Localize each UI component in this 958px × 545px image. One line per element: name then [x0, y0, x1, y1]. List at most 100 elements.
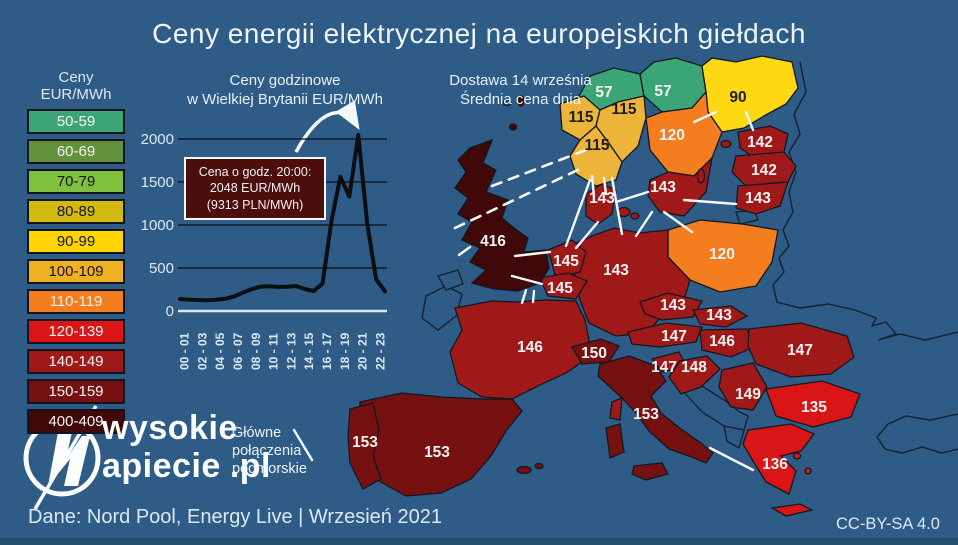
price-labels: 57 57 90 115 115 115 120 143 143 142 142 143 120 143 1… — [352, 83, 827, 473]
price-label-belgia: 145 — [547, 280, 573, 297]
zone-austria — [627, 322, 703, 348]
zone-estonia-wyspy — [720, 139, 732, 149]
legend-range-60-69: 60-69 — [27, 139, 125, 164]
legend-range-90-99: 90-99 — [27, 229, 125, 254]
price-label-niemcy: 143 — [603, 262, 629, 279]
callout-line1: Cena o godz. 20:00: — [198, 165, 312, 179]
zone-rumunia — [747, 322, 855, 378]
price-label-norwegia-srodek: 115 — [611, 101, 636, 118]
legend-title-line2: EUR/MWh — [40, 85, 112, 103]
callout-line2: 2048 EUR/MWh — [209, 181, 301, 196]
connection-dania-holandia — [574, 220, 600, 250]
price-label-hiszpania: 153 — [424, 444, 450, 461]
price-label-finlandia: 90 — [729, 89, 746, 106]
zone-sycylia — [631, 462, 669, 481]
zone-kreta — [770, 503, 814, 517]
chart-x-axis-labels: 00 - 01 02 - 03 04 - 05 06 - 07 08 - 09 10 - … — [177, 332, 387, 370]
connection-wielka-brytania-holandia — [513, 250, 552, 258]
x-tick-label: 18 - 19 — [338, 332, 352, 370]
legend-range-50-59: 50-59 — [27, 109, 125, 134]
price-label-wegry: 146 — [709, 333, 735, 350]
zone-serbia — [718, 362, 768, 411]
page-title: Ceny energii elektrycznej na europejskic… — [152, 18, 806, 49]
connection-szwecja-litwa — [682, 198, 738, 206]
zone-baleary2 — [534, 462, 544, 470]
price-legend: Ceny EUR/MWh 50-59 60-69 70-79 80-89 90-99 10… — [22, 69, 130, 439]
price-zones — [347, 55, 861, 517]
zone-sardynia — [605, 423, 625, 459]
turkey-coast-outline — [876, 413, 958, 454]
chart-title-line1: Ceny godzinowe — [229, 72, 341, 89]
price-label-norwegia-zachod: 115 — [568, 109, 593, 126]
northern-ireland-outline — [436, 269, 464, 291]
price-label-wlochy: 153 — [633, 406, 659, 423]
connection-szwecja-niemcy — [634, 210, 654, 238]
uk-hourly-price-chart: 2000 1500 1000 500 0 00 - 01 02 - 03 04 - 05 06… — [141, 131, 388, 370]
price-label-austria: 147 — [661, 328, 687, 345]
y-tick-label-500: 500 — [149, 260, 174, 277]
legend-title-line1: Ceny — [58, 69, 94, 86]
legend-range-150-159: 150-159 — [27, 379, 125, 404]
zone-grecja — [742, 423, 816, 495]
price-label-dania: 143 — [589, 190, 615, 207]
x-tick-label: 08 - 09 — [249, 332, 263, 370]
zone-wyspy-greckie2 — [804, 467, 812, 475]
zone-belgia — [539, 272, 588, 300]
zone-gotlandia — [696, 168, 706, 184]
peak-price-callout: Cena o godz. 20:00: 2048 EUR/MWh (9313 P… — [184, 157, 326, 220]
zone-szwecja-srodek — [645, 90, 723, 177]
logo-domain-suffix: .pl — [229, 447, 271, 485]
chart-title: Ceny godzinowe w Wielkiej Brytanii EUR/M… — [150, 72, 420, 110]
price-label-szwecja-poludnie: 143 — [650, 179, 676, 196]
zone-baleary — [516, 465, 532, 475]
price-label-czechy: 143 — [660, 297, 686, 314]
price-label-norwegia-poludnie: 115 — [584, 137, 609, 154]
map-heading-line1: Dostawa 14 września — [449, 72, 592, 89]
legend-title: Ceny EUR/MWh — [22, 69, 130, 103]
zone-wegry — [699, 328, 755, 358]
legend-range-100-109: 100-109 — [27, 259, 125, 284]
faroe-outline — [502, 99, 512, 107]
legend-items: 50-59 60-69 70-79 80-89 90-99 100-109 110-119 1… — [22, 109, 130, 434]
price-label-estonia: 142 — [747, 134, 773, 151]
price-label-szwecja-polnoc: 57 — [654, 83, 671, 100]
eastern-borders-outline — [772, 61, 958, 341]
x-tick-label: 06 - 07 — [231, 332, 245, 370]
connection-wielka-brytania-norwegia-1 — [490, 148, 588, 188]
x-tick-label: 16 - 17 — [320, 332, 334, 370]
y-tick-label-0: 0 — [166, 303, 174, 320]
data-source-note: Dane: Nord Pool, Energy Live | Wrzesień … — [28, 506, 442, 528]
price-label-portugalia: 153 — [352, 434, 378, 451]
license-note: CC-BY-SA 4.0 — [836, 515, 940, 533]
price-label-lotwa: 142 — [751, 162, 777, 179]
connection-wielka-brytania-francja-2 — [531, 289, 536, 304]
connection-wielka-brytania-belgia — [510, 274, 544, 286]
zone-slowacja — [691, 305, 749, 328]
legend-range-80-89: 80-89 — [27, 199, 125, 224]
price-label-wielka-brytania: 416 — [480, 233, 506, 250]
x-tick-label: 02 - 03 — [195, 332, 209, 370]
connection-norwegia-niemcy — [610, 176, 624, 236]
price-label-serbia: 149 — [735, 386, 761, 403]
chart-y-axis-labels: 2000 1500 1000 500 0 — [141, 131, 174, 320]
callout-arrow — [294, 100, 360, 153]
price-label-slowenia: 147 — [651, 359, 677, 376]
connection-norwegia-dania-2 — [602, 176, 608, 196]
zone-dania-wyspy2 — [630, 212, 640, 220]
price-label-szwecja-srodek: 120 — [659, 127, 685, 144]
legend-range-140-149: 140-149 — [27, 349, 125, 374]
x-tick-label: 20 - 21 — [356, 332, 370, 370]
connection-szwecja-polska — [662, 210, 694, 234]
price-label-chorwacja: 148 — [681, 359, 707, 376]
zone-portugalia — [347, 402, 382, 490]
x-tick-label: 14 - 15 — [302, 332, 316, 370]
price-label-grecja: 136 — [762, 456, 788, 473]
albania-outline — [723, 425, 745, 450]
callout-line3: (9313 PLN/MWh) — [206, 197, 304, 212]
x-tick-label: 04 - 05 — [213, 332, 227, 370]
connection-szkocja-irlandia-pn — [457, 245, 472, 257]
legend-range-120-139: 120-139 — [27, 319, 125, 344]
zone-chorwacja — [668, 355, 721, 395]
